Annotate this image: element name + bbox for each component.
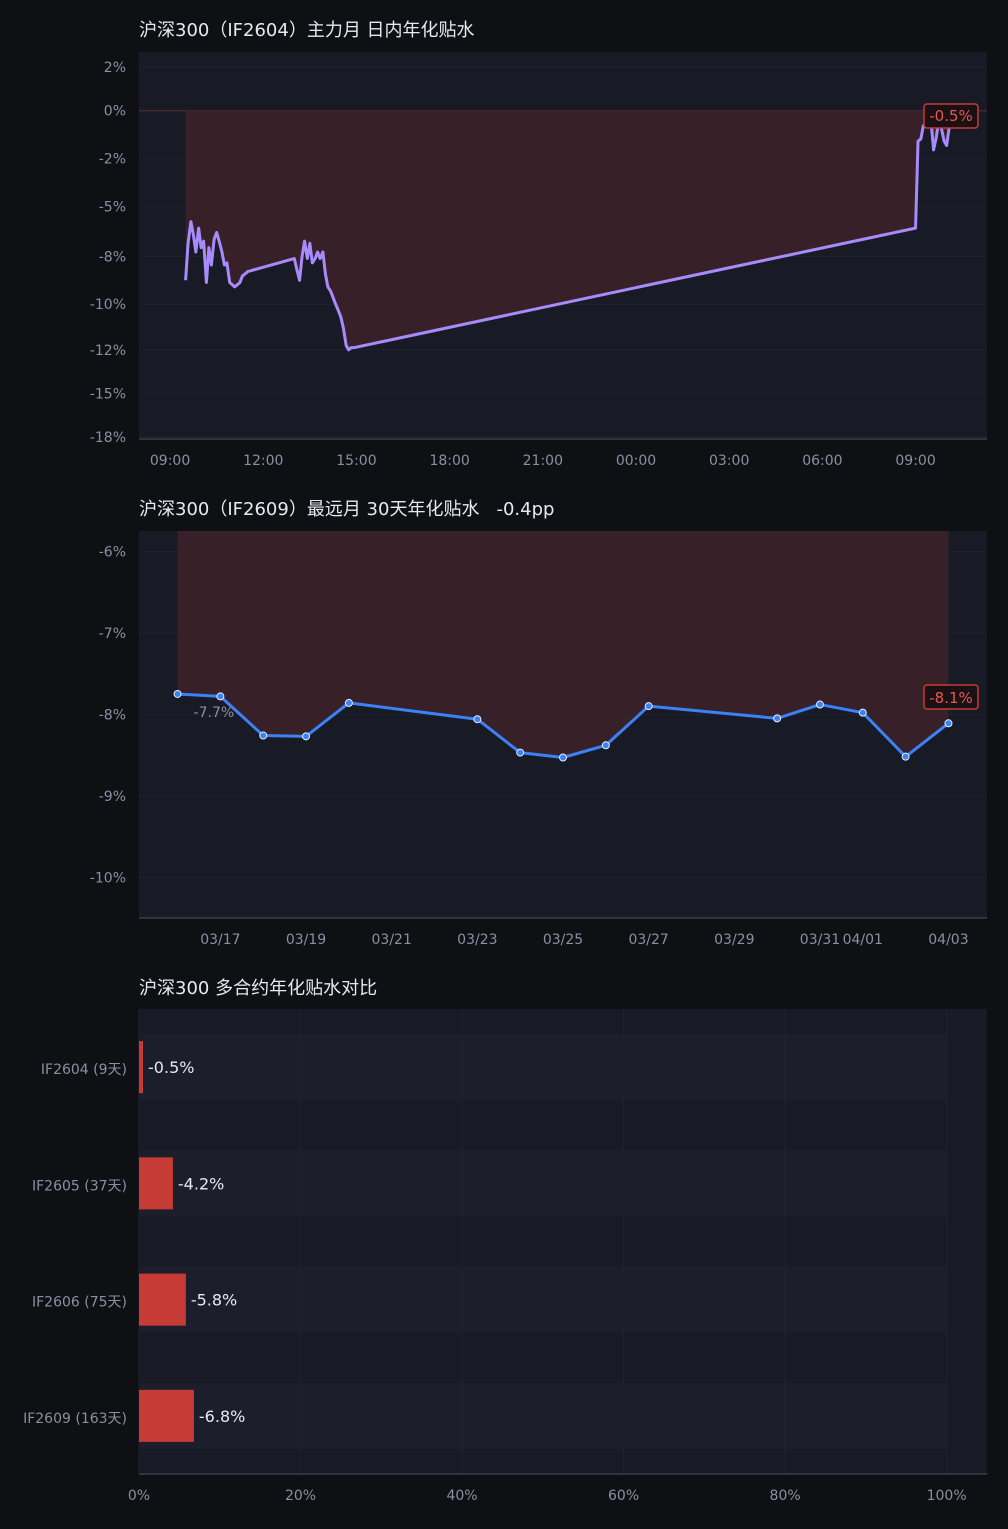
y-tick-label: -15% bbox=[90, 386, 126, 402]
badge-label: -8.1% bbox=[929, 689, 973, 707]
area-fill bbox=[185, 110, 955, 350]
data-point bbox=[858, 708, 867, 717]
x-tick-label: 03:00 bbox=[709, 453, 749, 469]
x-tick-label: 09:00 bbox=[895, 453, 935, 469]
area-fill bbox=[177, 531, 949, 758]
y-tick-label: -5% bbox=[99, 199, 126, 215]
y-tick-label: 0% bbox=[104, 104, 126, 120]
far-month-chart: 沪深300（IF2609）最远月 30天年化贴水 -0.4pp -6% -7% -8% -… bbox=[90, 499, 987, 948]
x-tick-label: 09:00 bbox=[150, 453, 190, 469]
intraday-chart: 沪深300（IF2604）主力月 日内年化贴水 2% 0% -2% -5% -8% -10%… bbox=[90, 20, 987, 469]
x-tick-label: 80% bbox=[770, 1488, 801, 1504]
x-tick-label: 04/03 bbox=[928, 932, 968, 948]
x-tick-label: 03/19 bbox=[286, 932, 326, 948]
badge-box bbox=[923, 684, 979, 710]
data-point bbox=[901, 752, 910, 761]
bar-value-label: -0.5% bbox=[148, 1058, 194, 1077]
data-point bbox=[302, 732, 311, 741]
x-tick-label: 03/23 bbox=[457, 932, 497, 948]
data-point bbox=[944, 719, 953, 728]
badge-box bbox=[923, 103, 979, 129]
data-point bbox=[601, 741, 610, 750]
bar bbox=[139, 1273, 186, 1326]
y-tick-label: 2% bbox=[104, 60, 126, 76]
data-point bbox=[473, 715, 482, 724]
x-tick-label: 60% bbox=[608, 1488, 639, 1504]
contract-comparison-chart: 沪深300 多合约年化贴水对比 0% 20% 40% 60% 80% 100% -0.5% IF… bbox=[23, 978, 987, 1504]
y-tick-label: -8% bbox=[99, 707, 126, 723]
first-value-label: -7.7% bbox=[194, 705, 235, 721]
x-tick-label: 03/29 bbox=[714, 932, 754, 948]
x-tick-label: 00:00 bbox=[616, 453, 656, 469]
y-tick-label: -2% bbox=[99, 152, 126, 168]
bar-value-label: -6.8% bbox=[199, 1407, 245, 1426]
row-band bbox=[139, 1150, 947, 1217]
bar-value-label: -5.8% bbox=[191, 1291, 237, 1310]
bar-value-label: -4.2% bbox=[178, 1174, 224, 1193]
chart-title: 沪深300 多合约年化贴水对比 bbox=[139, 978, 377, 999]
x-tick-label: 03/21 bbox=[372, 932, 412, 948]
x-tick-label: 21:00 bbox=[523, 453, 563, 469]
data-point bbox=[216, 692, 225, 701]
y-tick-label: -6% bbox=[99, 544, 126, 560]
chart-title: 沪深300（IF2609）最远月 30天年化贴水 -0.4pp bbox=[139, 499, 554, 520]
y-tick-label: -9% bbox=[99, 789, 126, 805]
last-value-badge: -8.1% bbox=[923, 684, 979, 710]
bar bbox=[139, 1389, 194, 1442]
x-tick-label: 03/25 bbox=[543, 932, 583, 948]
y-tick-label: -10% bbox=[90, 870, 126, 886]
row-band bbox=[139, 1382, 947, 1449]
category-label: IF2605 (37天) bbox=[32, 1178, 127, 1194]
data-point bbox=[644, 702, 653, 711]
bar bbox=[139, 1041, 144, 1094]
x-tick-label: 100% bbox=[927, 1488, 967, 1504]
y-tick-label: -8% bbox=[99, 249, 126, 265]
data-point bbox=[516, 748, 525, 757]
x-tick-label: 20% bbox=[285, 1488, 316, 1504]
category-label: IF2609 (163天) bbox=[23, 1411, 127, 1427]
y-tick-label: -18% bbox=[90, 430, 126, 446]
x-tick-label: 0% bbox=[128, 1488, 150, 1504]
title-change: -0.4pp bbox=[496, 499, 554, 520]
y-tick-label: -7% bbox=[99, 626, 126, 642]
x-tick-label: 12:00 bbox=[243, 453, 283, 469]
data-point bbox=[344, 698, 353, 707]
x-tick-label: 15:00 bbox=[336, 453, 376, 469]
data-point bbox=[559, 753, 567, 762]
category-label: IF2606 (75天) bbox=[32, 1295, 127, 1311]
title-main: 沪深300（IF2609）最远月 30天年化贴水 bbox=[139, 499, 479, 520]
row-band bbox=[139, 1266, 947, 1333]
badge-label: -0.5% bbox=[929, 107, 973, 125]
data-point bbox=[173, 689, 182, 698]
x-tick-label: 03/17 bbox=[200, 932, 240, 948]
x-tick-label: 40% bbox=[446, 1488, 477, 1504]
row-band bbox=[139, 1034, 947, 1101]
data-point bbox=[815, 700, 824, 709]
x-tick-label: 18:00 bbox=[429, 453, 469, 469]
data-point bbox=[773, 714, 782, 723]
category-label: IF2604 (9天) bbox=[41, 1062, 127, 1078]
chart-title: 沪深300（IF2604）主力月 日内年化贴水 bbox=[139, 20, 475, 41]
x-tick-label: 06:00 bbox=[802, 453, 842, 469]
x-tick-label: 03/27 bbox=[628, 932, 668, 948]
data-point bbox=[259, 731, 268, 740]
last-value-badge: -0.5% bbox=[923, 103, 979, 129]
bar bbox=[139, 1157, 173, 1210]
x-tick-label: 04/01 bbox=[843, 932, 883, 948]
x-tick-label: 03/31 bbox=[800, 932, 840, 948]
y-tick-label: -12% bbox=[90, 343, 126, 359]
y-tick-label: -10% bbox=[90, 297, 126, 313]
